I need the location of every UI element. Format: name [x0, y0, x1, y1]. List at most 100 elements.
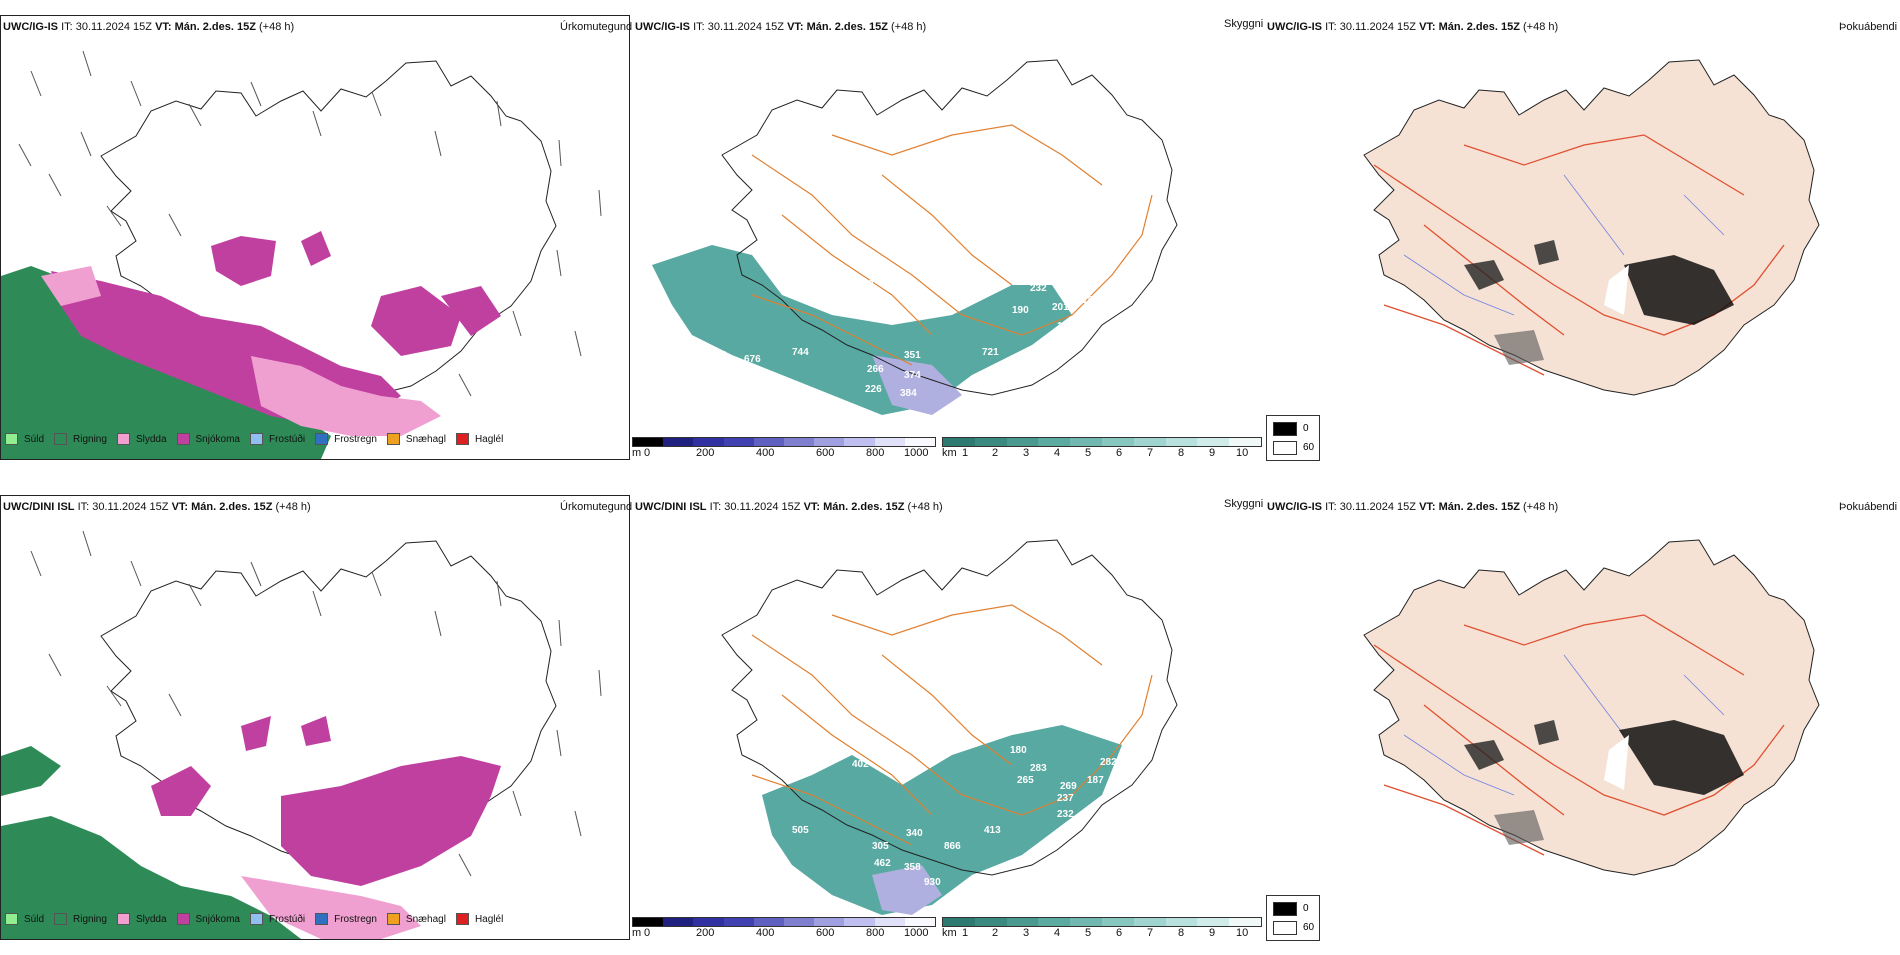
height-label: 269	[1060, 781, 1077, 792]
legend-item-slydda: Slydda	[116, 433, 167, 445]
height-label: 237	[1057, 793, 1074, 804]
panel-title: UWC/IG-IS IT: 30.11.2024 15Z VT: Mán. 2.…	[1267, 21, 1558, 33]
height-label: 676	[744, 354, 761, 365]
height-label: 130	[1057, 337, 1074, 348]
height-label: 73	[914, 417, 926, 428]
it-label: IT:	[1325, 21, 1337, 33]
height-tick: 1000	[904, 447, 929, 459]
lead-time: (+48 h)	[275, 501, 311, 513]
legend-swatch	[249, 433, 263, 445]
legend-label: Snjókoma	[195, 913, 240, 925]
visibility-colorbar-bar	[942, 917, 1262, 927]
height-label: 232	[1057, 809, 1074, 820]
model-name: UWC/IG-IS	[1267, 501, 1322, 513]
legend-swatch	[5, 913, 18, 925]
height-label: 413	[984, 825, 1001, 836]
precip-legend: Súld Rigning Slydda Snjókoma Frostúði Fr…	[5, 433, 503, 445]
height-label: 263	[857, 279, 874, 290]
legend-item-rigning: Rigning	[54, 913, 107, 925]
height-label: 305	[872, 841, 889, 852]
fog-legend-swatch-light	[1273, 921, 1297, 935]
vt-value: Mán. 2.des. 15Z	[1438, 501, 1520, 513]
model-name: UWC/IG-IS	[635, 21, 690, 33]
legend-label: Snæhagl	[405, 433, 446, 445]
visibility-tick: 2	[992, 447, 999, 459]
height-unit: m	[632, 447, 642, 459]
legend-label: Haglél	[474, 913, 504, 925]
vt-value: Mán. 2.des. 15Z	[806, 21, 888, 33]
legend-swatch	[249, 913, 263, 925]
it-label: IT:	[1325, 501, 1337, 513]
legend-swatch	[455, 913, 469, 925]
vt-value: Mán. 2.des. 15Z	[174, 21, 256, 33]
visibility-tick: 2	[992, 927, 999, 939]
height-tick: 400	[756, 927, 775, 939]
height-label: 866	[944, 841, 961, 852]
visibility-unit: km	[942, 927, 957, 939]
height-colorbar-bar	[632, 437, 936, 447]
height-label: 374	[904, 370, 921, 381]
precip-legend: Súld Rigning Slydda Snjókoma Frostúði Fr…	[5, 913, 503, 925]
height-label: 358	[904, 862, 921, 873]
legend-swatch	[54, 433, 68, 445]
legend-swatch	[455, 433, 469, 445]
it-value: 30.11.2024 15Z	[92, 501, 169, 513]
legend-swatch	[5, 433, 18, 445]
height-label: 182	[1082, 295, 1099, 306]
height-label: 744	[792, 347, 809, 358]
height-label: 283	[1030, 763, 1047, 774]
visibility-tick: 4	[1054, 927, 1061, 939]
lead-time: (+48 h)	[1523, 21, 1559, 33]
lead-time: (+48 h)	[1523, 501, 1559, 513]
fog-index-panel: UWC/IG-IS IT: 30.11.2024 15Z VT: Mán. 2.…	[1264, 15, 1900, 475]
panel-type-label: Þokuábendi	[1839, 21, 1898, 33]
precip-type-panel: UWC/DINI ISL IT: 30.11.2024 15Z VT: Mán.…	[0, 495, 632, 955]
legend-label: Súld	[24, 433, 45, 445]
precip-type-panel: UWC/IG-IS IT: 30.11.2024 15Z VT: Mán. 2.…	[0, 15, 632, 475]
legend-swatch	[386, 913, 400, 925]
forecast-row-top: UWC/IG-IS IT: 30.11.2024 15Z VT: Mán. 2.…	[0, 15, 1900, 475]
height-label: 180	[1010, 745, 1027, 756]
legend-swatch	[176, 913, 190, 925]
legend-item-rigning: Rigning	[54, 433, 107, 445]
panel-type-label: Þokuábendi	[1839, 501, 1898, 513]
height-label: 282	[1100, 757, 1117, 768]
legend-swatch	[176, 433, 190, 445]
panel-type-label: Skyggni	[1224, 498, 1264, 510]
height-label: 165	[937, 735, 954, 746]
fog-legend: 0 60	[1266, 895, 1320, 941]
height-label: 155	[1010, 265, 1027, 276]
height-tick: 600	[816, 447, 835, 459]
height-label: 462	[874, 858, 891, 869]
vt-label: VT:	[803, 501, 821, 513]
legend-item-sula: Súld	[5, 433, 44, 445]
model-name: UWC/DINI ISL	[3, 501, 75, 513]
legend-label: Rigning	[73, 433, 107, 445]
panel-title: UWC/DINI ISL IT: 30.11.2024 15Z VT: Mán.…	[3, 501, 311, 513]
lead-time: (+48 h)	[907, 501, 943, 513]
legend-label: Rigning	[73, 913, 107, 925]
legend-swatch	[315, 433, 329, 445]
legend-item-frostregn: Frostregn	[315, 913, 377, 925]
it-label: IT:	[693, 21, 705, 33]
visibility-tick: 1	[962, 927, 969, 939]
visibility-unit: km	[942, 447, 957, 459]
height-label: 351	[904, 350, 921, 361]
it-value: 30.11.2024 15Z	[75, 21, 152, 33]
model-name: UWC/IG-IS	[3, 21, 58, 33]
visibility-tick: 6	[1116, 927, 1123, 939]
lead-time: (+48 h)	[259, 21, 295, 33]
legend-swatch	[54, 913, 68, 925]
legend-label: Slydda	[135, 433, 167, 445]
panel-title: UWC/IG-IS IT: 30.11.2024 15Z VT: Mán. 2.…	[1267, 501, 1558, 513]
height-label: 266	[867, 364, 884, 375]
legend-label: Frostregn	[334, 913, 377, 925]
legend-label: Slydda	[135, 913, 167, 925]
legend-swatch	[386, 433, 400, 445]
height-tick: 200	[696, 447, 715, 459]
height-label: 226	[865, 384, 882, 395]
vt-label: VT:	[1419, 501, 1436, 513]
visibility-colorbar-bar	[942, 437, 1262, 447]
precip-type-map	[1, 50, 602, 459]
vt-label: VT:	[171, 501, 189, 513]
